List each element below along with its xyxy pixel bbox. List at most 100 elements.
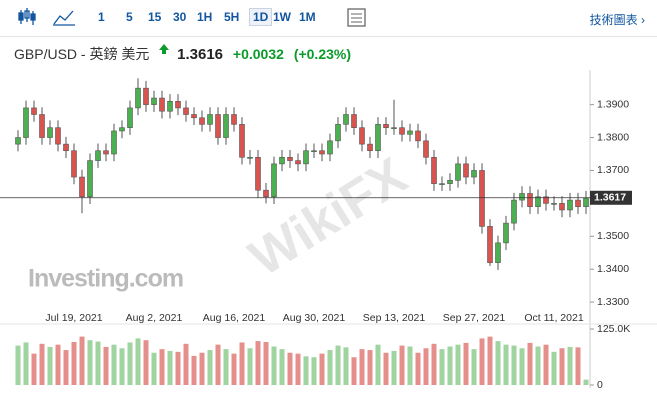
volume-bar [183,343,189,385]
volume-bar [471,349,477,385]
volume-bar [135,338,141,385]
candle-body [239,124,245,158]
interval-button[interactable]: 15 [148,10,162,24]
candle-body [511,199,517,224]
volume-bar [239,342,245,385]
volume-bar [535,346,541,385]
toolbar: 1 5 15 30 1H 5H 1D 1W 1M 技術圖表 › [0,0,657,37]
volume-bar [543,344,549,385]
volume-bar [263,341,269,385]
volume-bar [15,345,21,385]
volume-bar [351,357,357,385]
candle-body [455,163,461,181]
candle-body [23,107,29,138]
candle-body [47,127,53,138]
instrument-name: GBP/USD - 英鎊 美元 [14,46,150,62]
candle-body [287,156,293,161]
candle-body [63,143,69,152]
volume-bar [143,340,149,385]
candle-body [319,150,325,155]
volume-bar [327,350,333,385]
candle-body [231,114,237,125]
candle-body [415,130,421,142]
candle-body [55,127,61,145]
candle-body [247,156,253,159]
volume-bar [487,336,493,385]
volume-bar [215,344,221,385]
interval-button[interactable]: 1D [249,8,273,26]
volume-bar [31,353,37,385]
percent-change: (+0.23%) [293,46,352,62]
candle-body [423,140,429,158]
header: GBP/USD - 英鎊 美元 1.3616 +0.0032 (+0.23%) [14,44,357,64]
candle-body [15,137,21,145]
candle-body [567,199,573,211]
interval-button[interactable]: 30 [173,10,187,24]
candle-body [519,193,525,201]
candle-body [79,176,85,198]
x-tick-label: Aug 2, 2021 [126,312,183,324]
watermark: WikiFX [240,147,418,288]
candle-body [191,114,197,119]
candle-body [407,130,413,135]
volume-bar [431,343,437,385]
candle-body [503,222,509,244]
y-tick-label: 1.3500 [597,230,629,242]
volume-bar [79,336,85,385]
y-tick-label: 1.3900 [597,98,629,110]
volume-bar [359,349,365,385]
interval-button[interactable]: 1H [197,10,213,24]
chart-type-icons[interactable] [18,0,78,36]
watermark-logo: Investing.com [28,265,183,293]
interval-button[interactable]: 1W [273,10,291,24]
candle-body [103,150,109,155]
volume-tick-label: 125.0K [597,323,630,335]
candle-body [143,87,149,105]
candle-body [327,140,333,155]
candle-body [535,196,541,207]
candle-body [311,150,317,153]
interval-button[interactable]: 1 [98,10,105,24]
volume-bar [199,352,205,385]
volume-bar [319,353,325,385]
candle-body [127,107,133,128]
candle-body [255,156,261,191]
candle-body [543,196,549,204]
candle-body [383,124,389,128]
interval-button[interactable]: 5 [126,10,133,24]
volume-bar [167,350,173,385]
volume-bar [287,352,293,385]
volume-bar [103,346,109,385]
candle-body [111,130,117,155]
candle-body [391,127,397,129]
candle-body [151,97,157,105]
interval-button[interactable]: 1M [299,10,316,24]
x-tick-label: Jul 19, 2021 [45,312,102,324]
volume-bar [439,349,445,385]
candle-body [263,189,269,198]
volume-bar [247,348,253,385]
volume-bar [335,345,341,385]
candle-body [71,150,77,178]
volume-bar [295,353,301,385]
volume-bar [191,355,197,385]
candle-body [343,114,349,125]
last-price: 1.3616 [177,46,224,63]
volume-bar [511,345,517,385]
volume-bar [527,342,533,385]
candle-body [207,114,213,125]
candle-body [31,107,37,115]
volume-bar [503,344,509,385]
x-tick-label: Sep 27, 2021 [443,312,506,324]
price-change: +0.0032 [232,46,284,62]
candle-body [295,160,301,165]
volume-bar [551,351,557,385]
y-tick-label: 1.3300 [597,296,629,308]
volume-bar [399,345,405,385]
candle-body [223,114,229,138]
interval-button[interactable]: 5H [224,10,240,24]
indicator-icon[interactable] [346,7,368,29]
volume-bar [207,350,213,385]
technical-chart-link[interactable]: 技術圖表 › [589,13,645,27]
